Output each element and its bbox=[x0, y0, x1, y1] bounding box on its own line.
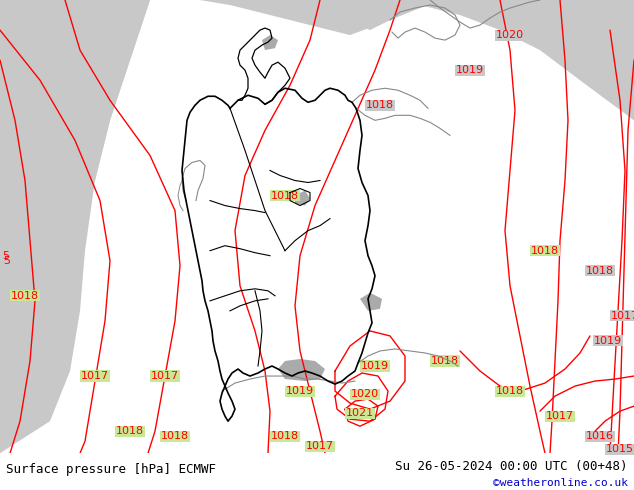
Text: 1021: 1021 bbox=[346, 408, 374, 418]
Text: 1018: 1018 bbox=[11, 291, 39, 301]
Polygon shape bbox=[262, 35, 278, 50]
Text: 1019: 1019 bbox=[456, 65, 484, 75]
Text: 1018: 1018 bbox=[271, 191, 299, 200]
Text: 1016: 1016 bbox=[586, 431, 614, 441]
Polygon shape bbox=[295, 191, 310, 206]
Text: 1019: 1019 bbox=[286, 386, 314, 396]
Text: 1018: 1018 bbox=[366, 100, 394, 110]
Polygon shape bbox=[278, 359, 325, 381]
Text: Surface pressure [hPa] ECMWF: Surface pressure [hPa] ECMWF bbox=[6, 463, 216, 476]
Text: 1017: 1017 bbox=[611, 311, 634, 321]
Text: 1017: 1017 bbox=[81, 371, 109, 381]
Text: 1017: 1017 bbox=[306, 441, 334, 451]
Polygon shape bbox=[360, 293, 382, 311]
Text: 1018: 1018 bbox=[271, 431, 299, 441]
Text: 5: 5 bbox=[2, 251, 9, 261]
Polygon shape bbox=[350, 0, 634, 121]
Text: 1015: 1015 bbox=[606, 444, 634, 454]
Text: Su 26-05-2024 00:00 UTC (00+48): Su 26-05-2024 00:00 UTC (00+48) bbox=[395, 460, 628, 473]
Text: 1017: 1017 bbox=[546, 411, 574, 421]
Text: 1018: 1018 bbox=[431, 356, 459, 366]
Polygon shape bbox=[0, 0, 95, 421]
Text: ©weatheronline.co.uk: ©weatheronline.co.uk bbox=[493, 478, 628, 489]
Polygon shape bbox=[0, 0, 634, 180]
Text: 5: 5 bbox=[3, 256, 10, 266]
Text: 1020: 1020 bbox=[496, 30, 524, 40]
Text: 1018: 1018 bbox=[586, 266, 614, 276]
Text: 1019: 1019 bbox=[361, 361, 389, 371]
Text: 1018: 1018 bbox=[531, 245, 559, 256]
Text: 1019: 1019 bbox=[594, 336, 622, 346]
Text: 1018: 1018 bbox=[161, 431, 189, 441]
Text: 1018: 1018 bbox=[496, 386, 524, 396]
Polygon shape bbox=[0, 0, 150, 453]
Text: 1020: 1020 bbox=[351, 389, 379, 399]
Text: 1017: 1017 bbox=[151, 371, 179, 381]
Text: 1018: 1018 bbox=[116, 426, 144, 436]
